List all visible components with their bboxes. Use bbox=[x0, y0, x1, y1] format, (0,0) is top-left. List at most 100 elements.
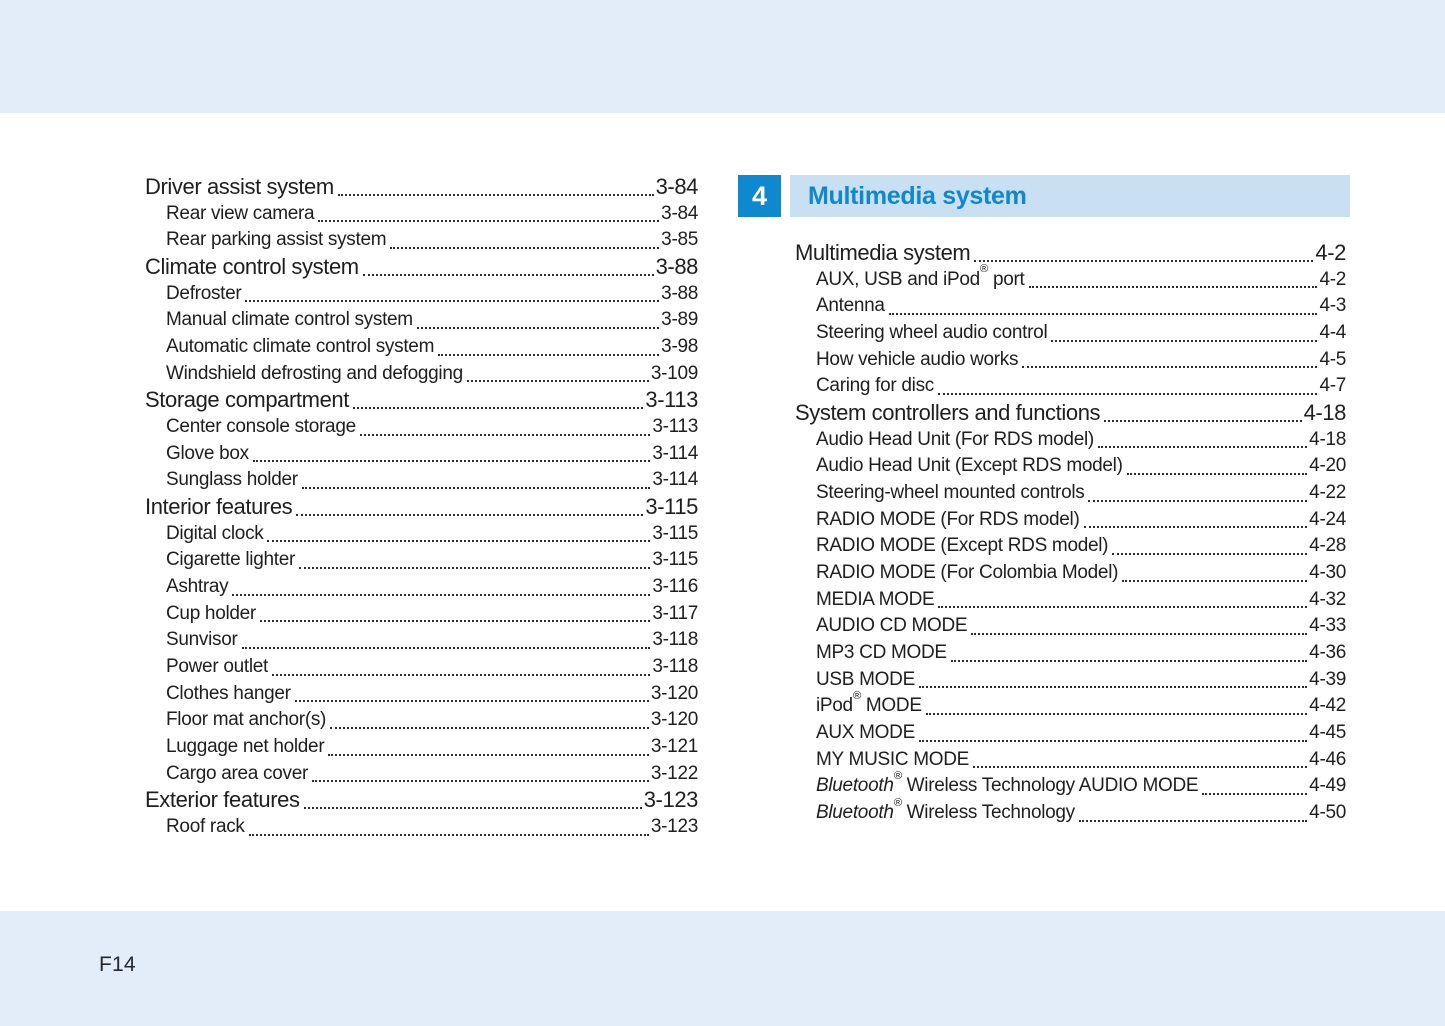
dot-leader bbox=[1126, 473, 1308, 476]
toc-entry: Exterior features 3-123 bbox=[145, 787, 698, 814]
toc-entry: Interior features 3-115 bbox=[145, 494, 698, 521]
toc-entry-page-number: 4-42 bbox=[1309, 695, 1346, 717]
toc-entry-page-number: 3-88 bbox=[655, 254, 699, 280]
bottom-band: F14 bbox=[0, 911, 1445, 1026]
toc-entry: Defroster 3-88 bbox=[145, 281, 698, 308]
toc-entry-page-number: 4-22 bbox=[1309, 482, 1346, 504]
toc-entry-label: Cigarette lighter bbox=[166, 549, 296, 571]
toc-entry-label: AUDIO CD MODE bbox=[816, 615, 968, 637]
toc-entry-label: Manual climate control system bbox=[166, 309, 413, 331]
toc-entry-page-number: 4-46 bbox=[1309, 748, 1346, 770]
toc-entry-label: Floor mat anchor(s) bbox=[166, 709, 327, 731]
dot-leader bbox=[438, 353, 660, 356]
toc-entry-label: Ashtray bbox=[166, 576, 229, 598]
toc-entry: AUDIO CD MODE 4-33 bbox=[795, 613, 1346, 640]
toc-entry: Cigarette lighter 3-115 bbox=[145, 547, 698, 574]
dot-leader bbox=[1078, 819, 1308, 822]
toc-entry-label: Interior features bbox=[145, 494, 293, 520]
toc-entry-page-number: 3-113 bbox=[645, 387, 698, 413]
toc-entry: Caring for disc 4-7 bbox=[795, 373, 1346, 400]
dot-leader bbox=[918, 686, 1308, 689]
toc-entry-label: Luggage net holder bbox=[166, 736, 325, 758]
toc-entry-label: Windshield defrosting and defogging bbox=[166, 362, 463, 384]
footer-page-number: F14 bbox=[99, 953, 136, 976]
toc-entry-label: Sunglass holder bbox=[166, 469, 298, 491]
dot-leader bbox=[328, 753, 649, 756]
dot-leader bbox=[416, 327, 660, 330]
toc-entry-page-number: 4-5 bbox=[1319, 348, 1346, 370]
toc-entry-label: Sunvisor bbox=[166, 629, 238, 651]
toc-entry: Sunvisor 3-118 bbox=[145, 627, 698, 654]
toc-entry-page-number: 3-118 bbox=[652, 656, 698, 678]
toc-entry-page-number: 3-114 bbox=[652, 442, 698, 464]
toc-entry: RADIO MODE (For Colombia Model) 4-30 bbox=[795, 560, 1346, 587]
toc-entry: Storage compartment 3-113 bbox=[145, 387, 698, 414]
dot-leader bbox=[330, 727, 649, 730]
toc-entry: Ashtray 3-116 bbox=[145, 574, 698, 601]
chapter-number-box: 4 bbox=[738, 175, 781, 217]
toc-entry: Roof rack 3-123 bbox=[145, 814, 698, 841]
toc-entry-page-number: 3-115 bbox=[652, 549, 698, 571]
toc-entry-label: Driver assist system bbox=[145, 174, 334, 199]
registered-mark: ® bbox=[893, 769, 902, 782]
dot-leader bbox=[918, 739, 1308, 742]
dot-leader bbox=[950, 659, 1308, 662]
toc-entry-page-number: 3-89 bbox=[661, 309, 698, 331]
toc-entry-label: Digital clock bbox=[166, 522, 264, 544]
toc-entry-page-number: 4-50 bbox=[1309, 802, 1346, 824]
toc-entry: RADIO MODE (For RDS model) 4-24 bbox=[795, 507, 1346, 534]
toc-entry: Multimedia system 4-2 bbox=[795, 240, 1346, 267]
dot-leader bbox=[973, 766, 1308, 769]
toc-entry: MY MUSIC MODE 4-46 bbox=[795, 747, 1346, 774]
dot-leader bbox=[888, 313, 1318, 316]
toc-entry-page-number: 4-2 bbox=[1315, 240, 1346, 265]
toc-entry: MP3 CD MODE 4-36 bbox=[795, 640, 1346, 667]
dot-leader bbox=[925, 713, 1308, 716]
dot-leader bbox=[272, 673, 651, 676]
toc-entry-label: Glove box bbox=[166, 442, 249, 464]
dot-leader bbox=[252, 460, 651, 463]
dot-leader bbox=[245, 300, 660, 303]
toc-entry-page-number: 4-36 bbox=[1309, 642, 1346, 664]
toc-entry-label: Exterior features bbox=[145, 787, 300, 813]
dot-leader bbox=[1122, 579, 1308, 582]
toc-entry-page-number: 3-120 bbox=[650, 682, 698, 704]
toc-entry-page-number: 3-123 bbox=[650, 816, 698, 838]
dot-leader bbox=[938, 606, 1308, 609]
toc-entry: Bluetooth® Wireless Technology 4-50 bbox=[795, 796, 1346, 827]
toc-entry-label: MEDIA MODE bbox=[816, 588, 935, 610]
chapter-title-band: Multimedia system bbox=[790, 175, 1350, 217]
toc-entry-page-number: 3-109 bbox=[650, 362, 698, 384]
registered-mark: ® bbox=[893, 796, 902, 809]
dot-leader bbox=[312, 780, 649, 783]
dot-leader bbox=[1028, 286, 1318, 289]
toc-entry-label: Caring for disc bbox=[816, 375, 934, 397]
dot-leader bbox=[390, 247, 660, 250]
dot-leader bbox=[359, 433, 651, 436]
toc-entry-page-number: 3-84 bbox=[661, 202, 698, 224]
toc-entry: Audio Head Unit (For RDS model) 4-18 bbox=[795, 427, 1346, 454]
toc-entry-page-number: 4-24 bbox=[1309, 508, 1346, 530]
toc-entry-page-number: 3-122 bbox=[650, 762, 698, 784]
dot-leader bbox=[1051, 339, 1318, 342]
toc-entry-label: RADIO MODE (For RDS model) bbox=[816, 508, 1080, 530]
toc-entry-page-number: 3-114 bbox=[652, 469, 698, 491]
toc-entry-page-number: 3-98 bbox=[661, 336, 698, 358]
toc-entry: System controllers and functions 4-18 bbox=[795, 400, 1346, 427]
toc-entry-page-number: 4-39 bbox=[1309, 668, 1346, 690]
toc-entry-label: MP3 CD MODE bbox=[816, 642, 947, 664]
dot-leader bbox=[318, 220, 660, 223]
toc-entry: Driver assist system 3-84 bbox=[145, 174, 698, 201]
chapter-title: Multimedia system bbox=[808, 181, 1027, 210]
registered-mark: ® bbox=[979, 263, 988, 276]
toc-entry: Steering wheel audio control 4-4 bbox=[795, 320, 1346, 347]
toc-entry: Cargo area cover 3-122 bbox=[145, 761, 698, 788]
dot-leader bbox=[1202, 793, 1308, 796]
toc-entry-page-number: 3-115 bbox=[652, 522, 698, 544]
toc-entry-label: Cup holder bbox=[166, 602, 256, 624]
toc-entry-page-number: 4-33 bbox=[1309, 615, 1346, 637]
toc-column-right: Multimedia system 4-2 AUX, USB and iPod® p… bbox=[795, 240, 1346, 827]
toc-entry-label: Bluetooth® Wireless Technology AUDIO MOD… bbox=[816, 769, 1199, 797]
toc-entry: Clothes hanger 3-120 bbox=[145, 681, 698, 708]
dot-leader bbox=[1088, 499, 1308, 502]
